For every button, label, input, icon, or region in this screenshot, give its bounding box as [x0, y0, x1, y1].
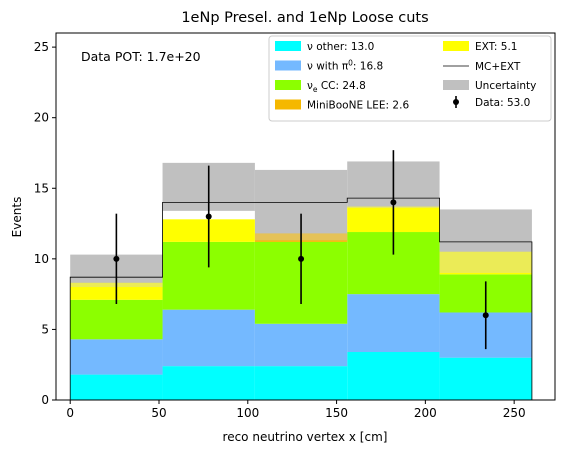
- legend-label: MiniBooNE LEE: 2.6: [307, 100, 409, 112]
- legend-label: MC+EXT: [475, 61, 521, 73]
- stack-bar-series-1: [162, 309, 255, 367]
- uncertainty-overlay-bin: [439, 251, 532, 273]
- y-tick-label: 5: [41, 322, 49, 336]
- stack-bar-series-0: [254, 366, 348, 400]
- legend-swatch: [275, 41, 301, 51]
- data-point: [390, 199, 397, 206]
- data-point: [205, 213, 212, 220]
- legend-swatch: [443, 41, 469, 51]
- legend-swatch: [275, 99, 301, 110]
- y-tick-label: 20: [34, 111, 49, 125]
- x-tick-label: 150: [325, 406, 348, 420]
- legend-label: ν with π0: 16.8: [307, 59, 383, 73]
- y-tick-label: 0: [41, 393, 49, 407]
- axes-frame: [55, 32, 556, 401]
- legend-swatch: [275, 80, 301, 90]
- y-axis-label: Events: [10, 197, 24, 238]
- x-tick-label: 50: [151, 406, 166, 420]
- y-tick-label: 25: [34, 40, 49, 54]
- mc-ext-line: [69, 197, 533, 400]
- pot-annotation: Data POT: 1.7e+20: [81, 49, 201, 64]
- x-tick-label: 100: [236, 406, 259, 420]
- stack-bar-series-0: [347, 352, 440, 400]
- stack-bar-series-1: [347, 294, 440, 353]
- legend: ν other: 13.0 ν with π0: 16.8 νe CC: 24.8 M…: [268, 35, 552, 122]
- stack-bar-series-1: [254, 323, 348, 367]
- x-axis-label: reco neutrino vertex x [cm]: [223, 430, 388, 444]
- stack-bar-series-1: [70, 339, 163, 375]
- stack-bar-series-0: [439, 357, 532, 400]
- legend-label: Data: 53.0: [475, 97, 530, 109]
- x-tick-label: 0: [66, 406, 74, 420]
- legend-label: Uncertainty: [475, 80, 536, 92]
- stack-bar-series-4: [439, 251, 532, 275]
- data-point: [482, 312, 489, 319]
- y-tick-label: 10: [34, 252, 49, 266]
- legend-swatch: [275, 60, 301, 71]
- data-point: [113, 255, 120, 262]
- chart-title: 1eNp Presel. and 1eNp Loose cuts: [181, 10, 428, 26]
- stack-bar-series-0: [70, 374, 163, 400]
- x-tick-label: 200: [414, 406, 437, 420]
- legend-label: EXT: 5.1: [475, 41, 517, 53]
- data-point: [298, 255, 305, 262]
- y-tick-label: 15: [34, 181, 49, 195]
- stack-bar-series-2: [70, 299, 163, 340]
- legend-label: ν other: 13.0: [307, 41, 374, 53]
- stack-bar-series-0: [162, 366, 255, 400]
- x-tick-label: 250: [503, 406, 526, 420]
- legend-label: νe CC: 24.8: [307, 80, 366, 94]
- legend-frame: [268, 35, 552, 122]
- legend-data-marker: [453, 99, 459, 105]
- legend-swatch: [443, 80, 469, 90]
